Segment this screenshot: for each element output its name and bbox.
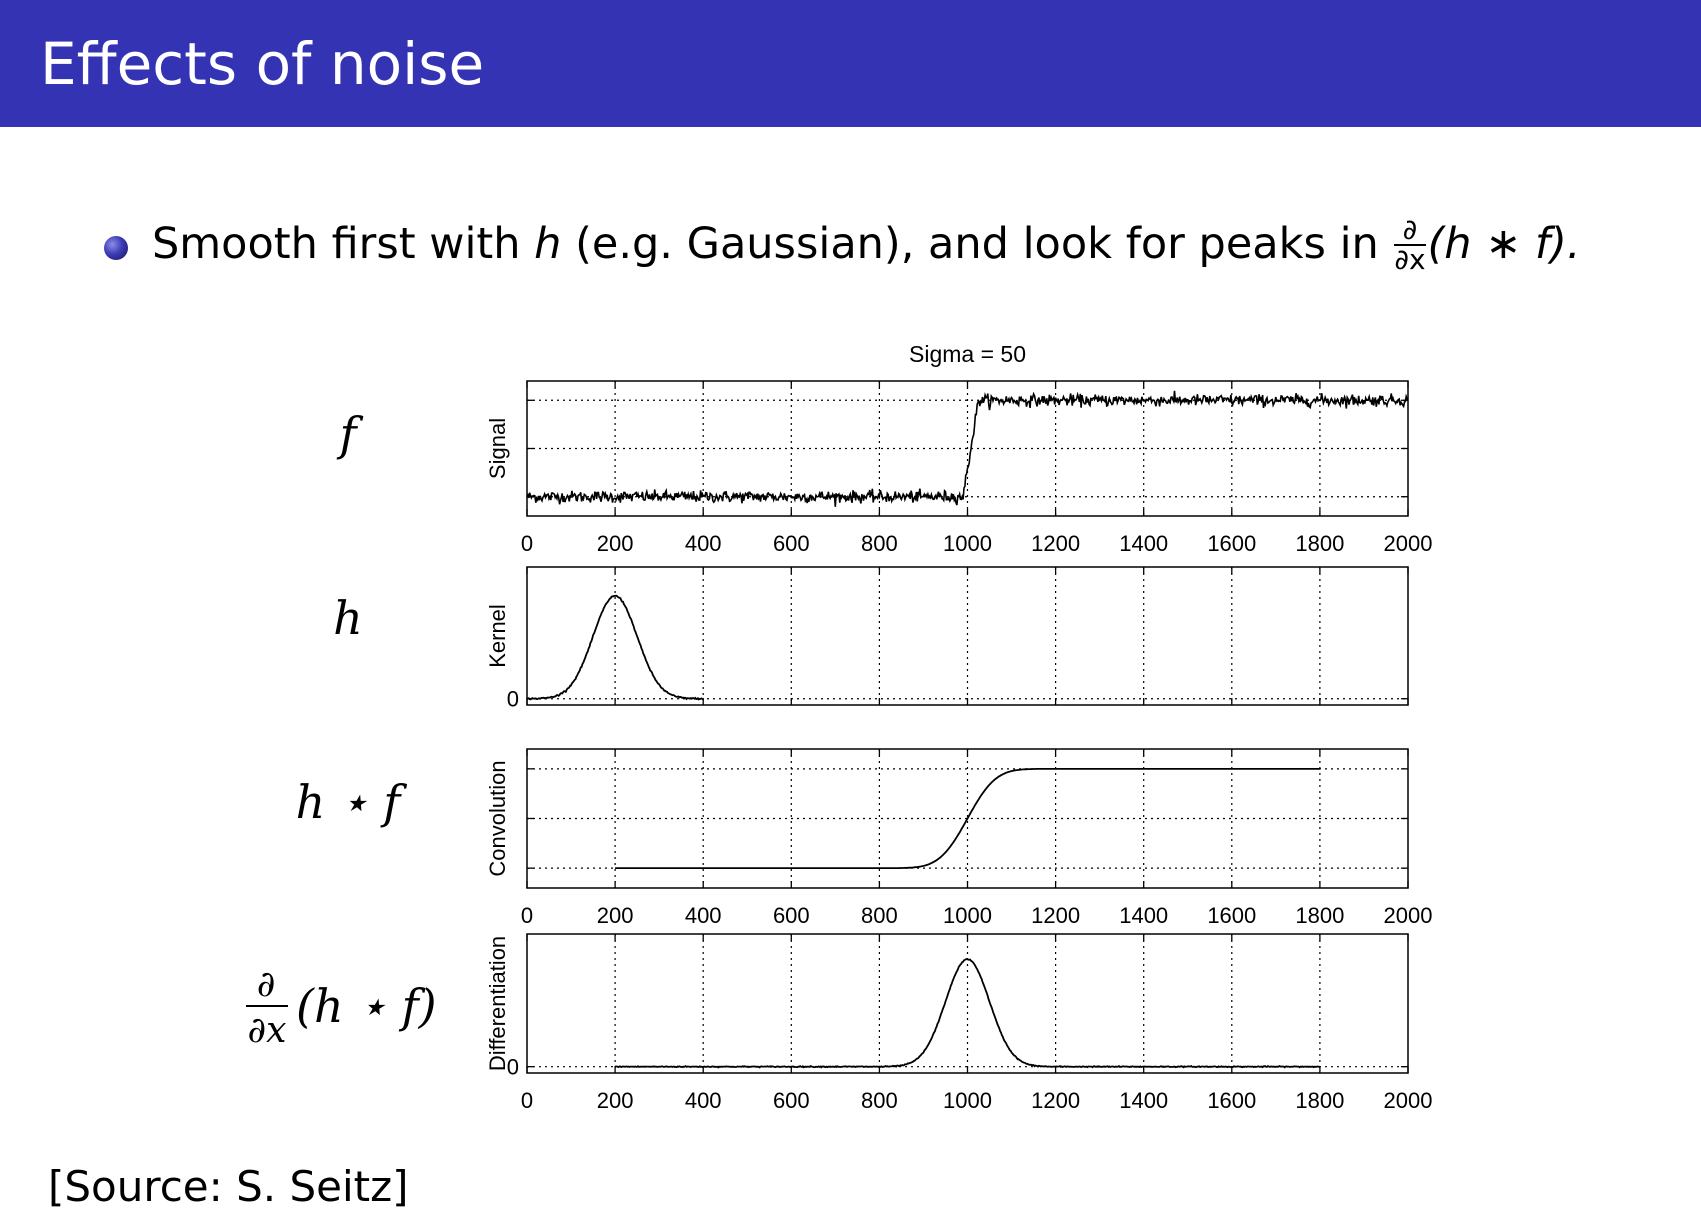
source-citation: [Source: S. Seitz] <box>48 1162 409 1211</box>
panel-frame <box>526 748 1409 889</box>
row-label-numerator: ∂ <box>257 964 276 1005</box>
x-tick-label: 200 <box>597 531 634 556</box>
x-tick-label: 1600 <box>1207 531 1256 556</box>
bullet-expression: (h ∗ f). <box>1427 219 1581 269</box>
row-label-denominator: ∂x <box>248 1010 287 1051</box>
y-tick-label: 0 <box>507 687 519 712</box>
x-tick-label: 200 <box>597 1088 634 1113</box>
panel-frame <box>526 566 1409 706</box>
series-line-differentiation <box>614 958 1320 1069</box>
panel-frame <box>526 933 1409 1074</box>
x-tick-label: 600 <box>773 903 810 928</box>
series-line-signal <box>526 390 1409 507</box>
panel-frame <box>526 380 1409 517</box>
x-tick-label: 600 <box>773 531 810 556</box>
bullet-h: h <box>534 219 562 269</box>
bullet-ball-icon <box>104 236 128 260</box>
slide-header: Effects of noise <box>0 0 1701 127</box>
series-line-kernel <box>526 594 704 701</box>
x-tick-label: 800 <box>861 1088 898 1113</box>
x-tick-label: 1200 <box>1031 903 1080 928</box>
x-tick-label: 1000 <box>943 1088 992 1113</box>
x-tick-label: 600 <box>773 1088 810 1113</box>
y-axis-label: Convolution <box>485 760 510 876</box>
x-tick-label: 400 <box>685 1088 722 1113</box>
x-tick-label: 1400 <box>1119 903 1168 928</box>
x-tick-label: 1800 <box>1295 1088 1344 1113</box>
x-tick-label: 1000 <box>943 903 992 928</box>
x-tick-label: 1200 <box>1031 531 1080 556</box>
y-tick-label: 0 <box>507 1055 519 1080</box>
x-tick-label: 1800 <box>1295 531 1344 556</box>
x-tick-label: 1600 <box>1207 903 1256 928</box>
x-tick-label: 2000 <box>1384 903 1433 928</box>
x-tick-label: 1400 <box>1119 531 1168 556</box>
bullet-prefix: Smooth first with <box>152 219 535 269</box>
x-tick-label: 0 <box>521 903 533 928</box>
y-axis-label: Kernel <box>485 604 510 668</box>
row-label-expression: (h ⋆ f) <box>296 979 437 1033</box>
x-tick-label: 400 <box>685 903 722 928</box>
series-line-convolution <box>615 768 1320 869</box>
x-tick-label: 400 <box>685 531 722 556</box>
x-tick-label: 0 <box>521 531 533 556</box>
bullet-text: Smooth first with h (e.g. Gaussian), and… <box>152 214 1581 276</box>
row-label-convolution: h ⋆ f <box>296 775 408 829</box>
x-tick-label: 1800 <box>1295 903 1344 928</box>
panel-signal: 0 200 400 600 800 1000 1200 1400 1600 1800 2000 Sig… <box>336 380 1433 556</box>
panel-kernel: 0 Kernel h <box>333 566 1409 712</box>
x-tick-label: 1200 <box>1031 1088 1080 1113</box>
partial-fraction: ∂ ∂x <box>1394 215 1426 276</box>
x-tick-label: 1600 <box>1207 1088 1256 1113</box>
y-axis-label: Signal <box>485 418 510 479</box>
x-tick-label: 2000 <box>1384 531 1433 556</box>
x-tick-label: 1400 <box>1119 1088 1168 1113</box>
chart-title: Sigma = 50 <box>909 341 1026 367</box>
row-label-kernel: h <box>333 591 363 645</box>
panel-convolution: 0 200 400 600 800 1000 1200 1400 1600 1800 2000 Con… <box>296 748 1433 928</box>
x-tick-label: 800 <box>861 903 898 928</box>
panel-differentiation: 00 200 400 600 800 1000 1200 1400 1600 1800 2000 Di… <box>246 933 1433 1113</box>
x-tick-label: 800 <box>861 531 898 556</box>
row-label-derivative: ∂ ∂x (h ⋆ f) <box>246 964 437 1051</box>
bullet-middle: (e.g. Gaussian), and look for peaks in <box>561 219 1393 269</box>
x-tick-label: 2000 <box>1384 1088 1433 1113</box>
row-label-signal: f <box>336 407 363 461</box>
x-tick-label: 200 <box>597 903 634 928</box>
slide-title: Effects of noise <box>40 30 485 98</box>
x-tick-label: 1000 <box>943 531 992 556</box>
y-axis-label: Differentiation <box>485 936 510 1071</box>
fraction-numerator: ∂ <box>1394 215 1426 246</box>
x-tick-label: 0 <box>521 1088 533 1113</box>
fraction-denominator: ∂x <box>1394 242 1426 276</box>
